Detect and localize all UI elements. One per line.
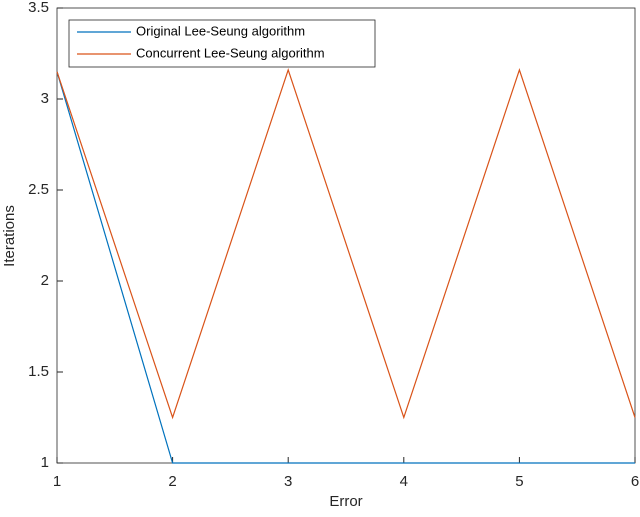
y-tick-label: 1 — [41, 454, 49, 471]
x-tick-label: 3 — [284, 473, 292, 490]
y-tick-label: 1.5 — [28, 363, 49, 380]
x-axis-label: Error — [329, 493, 362, 510]
y-axis-label: Iterations — [1, 205, 18, 267]
legend-label: Concurrent Lee-Seung algorithm — [136, 45, 325, 60]
x-tick-label: 6 — [631, 473, 639, 490]
x-tick-label: 4 — [400, 473, 408, 490]
series-line — [56, 71, 635, 464]
y-tick-label: 3.5 — [28, 0, 49, 16]
x-tick-label: 2 — [168, 473, 176, 490]
legend-label: Original Lee-Seung algorithm — [136, 23, 305, 38]
y-tick-label: 2 — [41, 272, 49, 289]
plot-area — [56, 7, 636, 464]
y-tick-label: 3 — [41, 90, 49, 107]
series-line — [56, 67, 636, 420]
x-tick-label: 1 — [53, 473, 61, 490]
legend: Original Lee-Seung algorithm Concurrent L… — [68, 19, 376, 68]
y-tick-label: 2.5 — [28, 181, 49, 198]
x-tick-label: 5 — [515, 473, 523, 490]
legend-box — [68, 19, 376, 68]
